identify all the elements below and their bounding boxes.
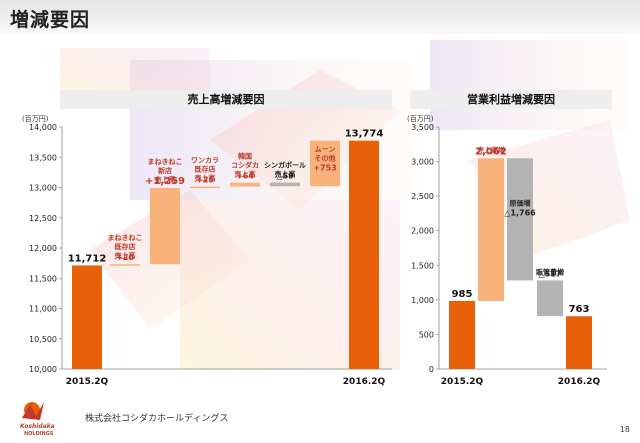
svg-text:HOLDINGS: HOLDINGS [24,431,54,437]
bar-step-4 [230,182,260,187]
header-bar [0,0,640,34]
step-5-label-line: シンガポール [264,161,306,170]
x-category-label: 2016.2Q [558,377,601,387]
step-1-delta-label: +20 [116,253,134,262]
start-value-label: 11,712 [68,253,107,264]
step-1-label-line: 売上高増 [477,145,505,154]
sales-waterfall-chart: (百万円) 10,000 10,500 11,000 11,500 12,000 12,50… [22,115,392,387]
step-1-delta-label: 2,062 [475,146,507,157]
y-tick-label: 3,000 [411,158,434,167]
operating-profit-waterfall-chart: (百万円) 0 500 1,000 1,500 2,000 2,500 3,000 3,500 9… [407,115,607,387]
step-2-label-line: 新店 [158,166,172,175]
y-tick-label: 12,500 [29,214,57,223]
bar-step-3 [537,280,563,317]
step-5-label-line: 売上高 [275,170,296,179]
y-tick-label: 0 [429,365,434,374]
x-category-label: 2015.2Q [441,377,484,387]
step-2-label-line: 原価増 [510,198,531,207]
step-3-label-line: 既存店 [195,165,216,174]
step-3-delta-label: +25 [196,176,214,185]
y-tick-label: 2,000 [411,227,434,236]
step-2-label-line: 売上高 [155,175,176,184]
end-value-label: 13,774 [345,129,384,140]
step-6-delta-label: +753 [313,164,336,173]
step-3-label-line: 売上高 [195,174,216,183]
bar-step-1 [478,158,504,301]
chart-title-operating-profit: 営業利益増減要因 [410,90,612,109]
y-tick-label: 2,500 [411,192,434,201]
y-axis-unit-label: (百万円) [407,115,434,123]
step-3-label-line: 販管費増 [536,267,564,276]
x-category-label: 2016.2Q [343,377,386,387]
bar-step-1 [110,264,140,266]
step-6-label-line: その他 [315,154,336,163]
bar-start [72,265,102,369]
step-3-delta-label: △517 [539,269,562,278]
step-1-label-line: 売上高 [115,251,136,260]
y-tick-label: 12,000 [29,244,57,253]
step-1-label-line: まねきねこ [108,233,143,242]
chart-title-sales: 売上高増減要因 [60,90,392,109]
step-1-label-line: 既存店 [115,242,136,251]
step-4-delta-label: +64 [236,172,254,181]
step-4-label-line: コシダカ [231,161,259,170]
step-5-delta-label: △59 [276,172,294,181]
step-6-label-line: ムーン [315,146,336,154]
y-tick-label: 10,000 [29,365,57,374]
step-4-label-line: 韓国 [238,152,252,161]
company-name: 株式会社コシダカホールディングス [85,414,229,424]
y-tick-label: 1,500 [411,261,434,270]
step-2-delta-label: △1,766 [504,208,536,217]
bar-step-2 [150,188,180,265]
y-tick-label: 1,000 [411,296,434,305]
step-2-delta-label: +1,259 [145,176,185,187]
start-value-label: 985 [452,289,473,300]
x-category-label: 2015.2Q [66,377,109,387]
page-title: 増減要因 [10,9,91,31]
page-number: 18 [619,425,630,434]
bar-start [449,300,475,369]
bar-end [566,316,592,369]
company-logo: Koshidaka HOLDINGS [20,402,55,437]
y-tick-label: 11,500 [29,274,57,283]
end-value-label: 763 [569,304,590,315]
y-tick-label: 13,500 [29,153,57,162]
step-3-label-line: ワンカラ [191,157,219,165]
bar-step-6 [310,140,340,187]
y-tick-label: 500 [419,330,434,339]
y-tick-label: 11,000 [29,305,57,314]
y-tick-label: 13,000 [29,184,57,193]
step-4-label-line: 売上高 [235,170,256,179]
y-axis-unit-label: (百万円) [22,115,49,123]
step-2-label-line: まねきねこ [148,157,183,166]
bar-step-5 [270,182,300,187]
y-tick-label: 3,500 [411,123,434,132]
bar-step-2 [507,158,533,281]
y-tick-label: 14,000 [29,123,57,132]
y-tick-label: 10,500 [29,335,57,344]
bar-end [349,140,379,369]
svg-text:Koshidaka: Koshidaka [20,423,55,430]
bar-step-3 [190,186,220,189]
